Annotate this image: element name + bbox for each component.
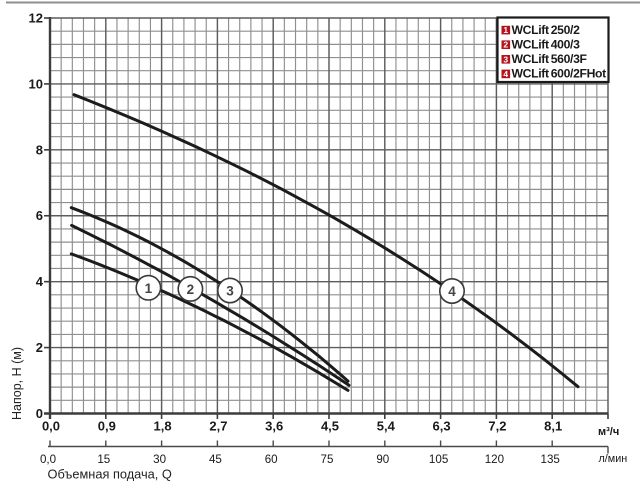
svg-text:15: 15 — [97, 453, 110, 466]
svg-text:WCLift 560/3F: WCLift 560/3F — [512, 52, 587, 66]
svg-text:0,9: 0,9 — [98, 419, 116, 434]
svg-text:0,0: 0,0 — [42, 419, 60, 434]
svg-text:4,5: 4,5 — [321, 419, 339, 434]
svg-text:6,3: 6,3 — [433, 419, 451, 434]
svg-text:135: 135 — [541, 453, 560, 466]
svg-text:120: 120 — [485, 453, 504, 466]
svg-text:8: 8 — [36, 142, 43, 157]
svg-text:105: 105 — [429, 453, 448, 466]
svg-text:м³/ч: м³/ч — [598, 426, 619, 438]
svg-text:Напор, Н (м): Напор, Н (м) — [10, 347, 24, 420]
svg-text:3,6: 3,6 — [265, 419, 283, 434]
svg-text:3: 3 — [226, 284, 234, 299]
svg-text:0,0: 0,0 — [40, 453, 56, 466]
svg-text:2: 2 — [503, 40, 508, 50]
svg-text:4: 4 — [503, 69, 508, 79]
svg-text:7,2: 7,2 — [488, 419, 506, 434]
svg-text:12: 12 — [29, 11, 43, 26]
svg-text:1: 1 — [503, 25, 508, 35]
svg-text:WCLift 600/2FHot: WCLift 600/2FHot — [512, 67, 607, 81]
svg-text:8,1: 8,1 — [544, 419, 562, 434]
svg-text:6: 6 — [36, 208, 43, 223]
svg-text:1: 1 — [145, 281, 153, 296]
svg-text:Объемная подача, Q: Объемная подача, Q — [48, 467, 172, 481]
svg-text:60: 60 — [265, 453, 278, 466]
svg-text:WCLift 400/3: WCLift 400/3 — [512, 38, 581, 52]
svg-text:30: 30 — [153, 453, 166, 466]
svg-text:л/мин: л/мин — [599, 453, 628, 465]
svg-text:1,8: 1,8 — [154, 419, 172, 434]
svg-text:3: 3 — [503, 54, 508, 64]
svg-text:90: 90 — [376, 453, 389, 466]
svg-text:WCLift 250/2: WCLift 250/2 — [512, 23, 581, 37]
svg-text:5,4: 5,4 — [377, 419, 396, 434]
svg-text:4: 4 — [36, 274, 44, 289]
svg-text:4: 4 — [448, 284, 456, 299]
svg-text:10: 10 — [29, 76, 43, 91]
svg-text:2: 2 — [36, 340, 43, 355]
svg-text:2,7: 2,7 — [209, 419, 227, 434]
svg-text:75: 75 — [321, 453, 334, 466]
svg-text:2: 2 — [187, 282, 195, 297]
svg-text:0: 0 — [36, 406, 43, 421]
svg-text:45: 45 — [209, 453, 222, 466]
